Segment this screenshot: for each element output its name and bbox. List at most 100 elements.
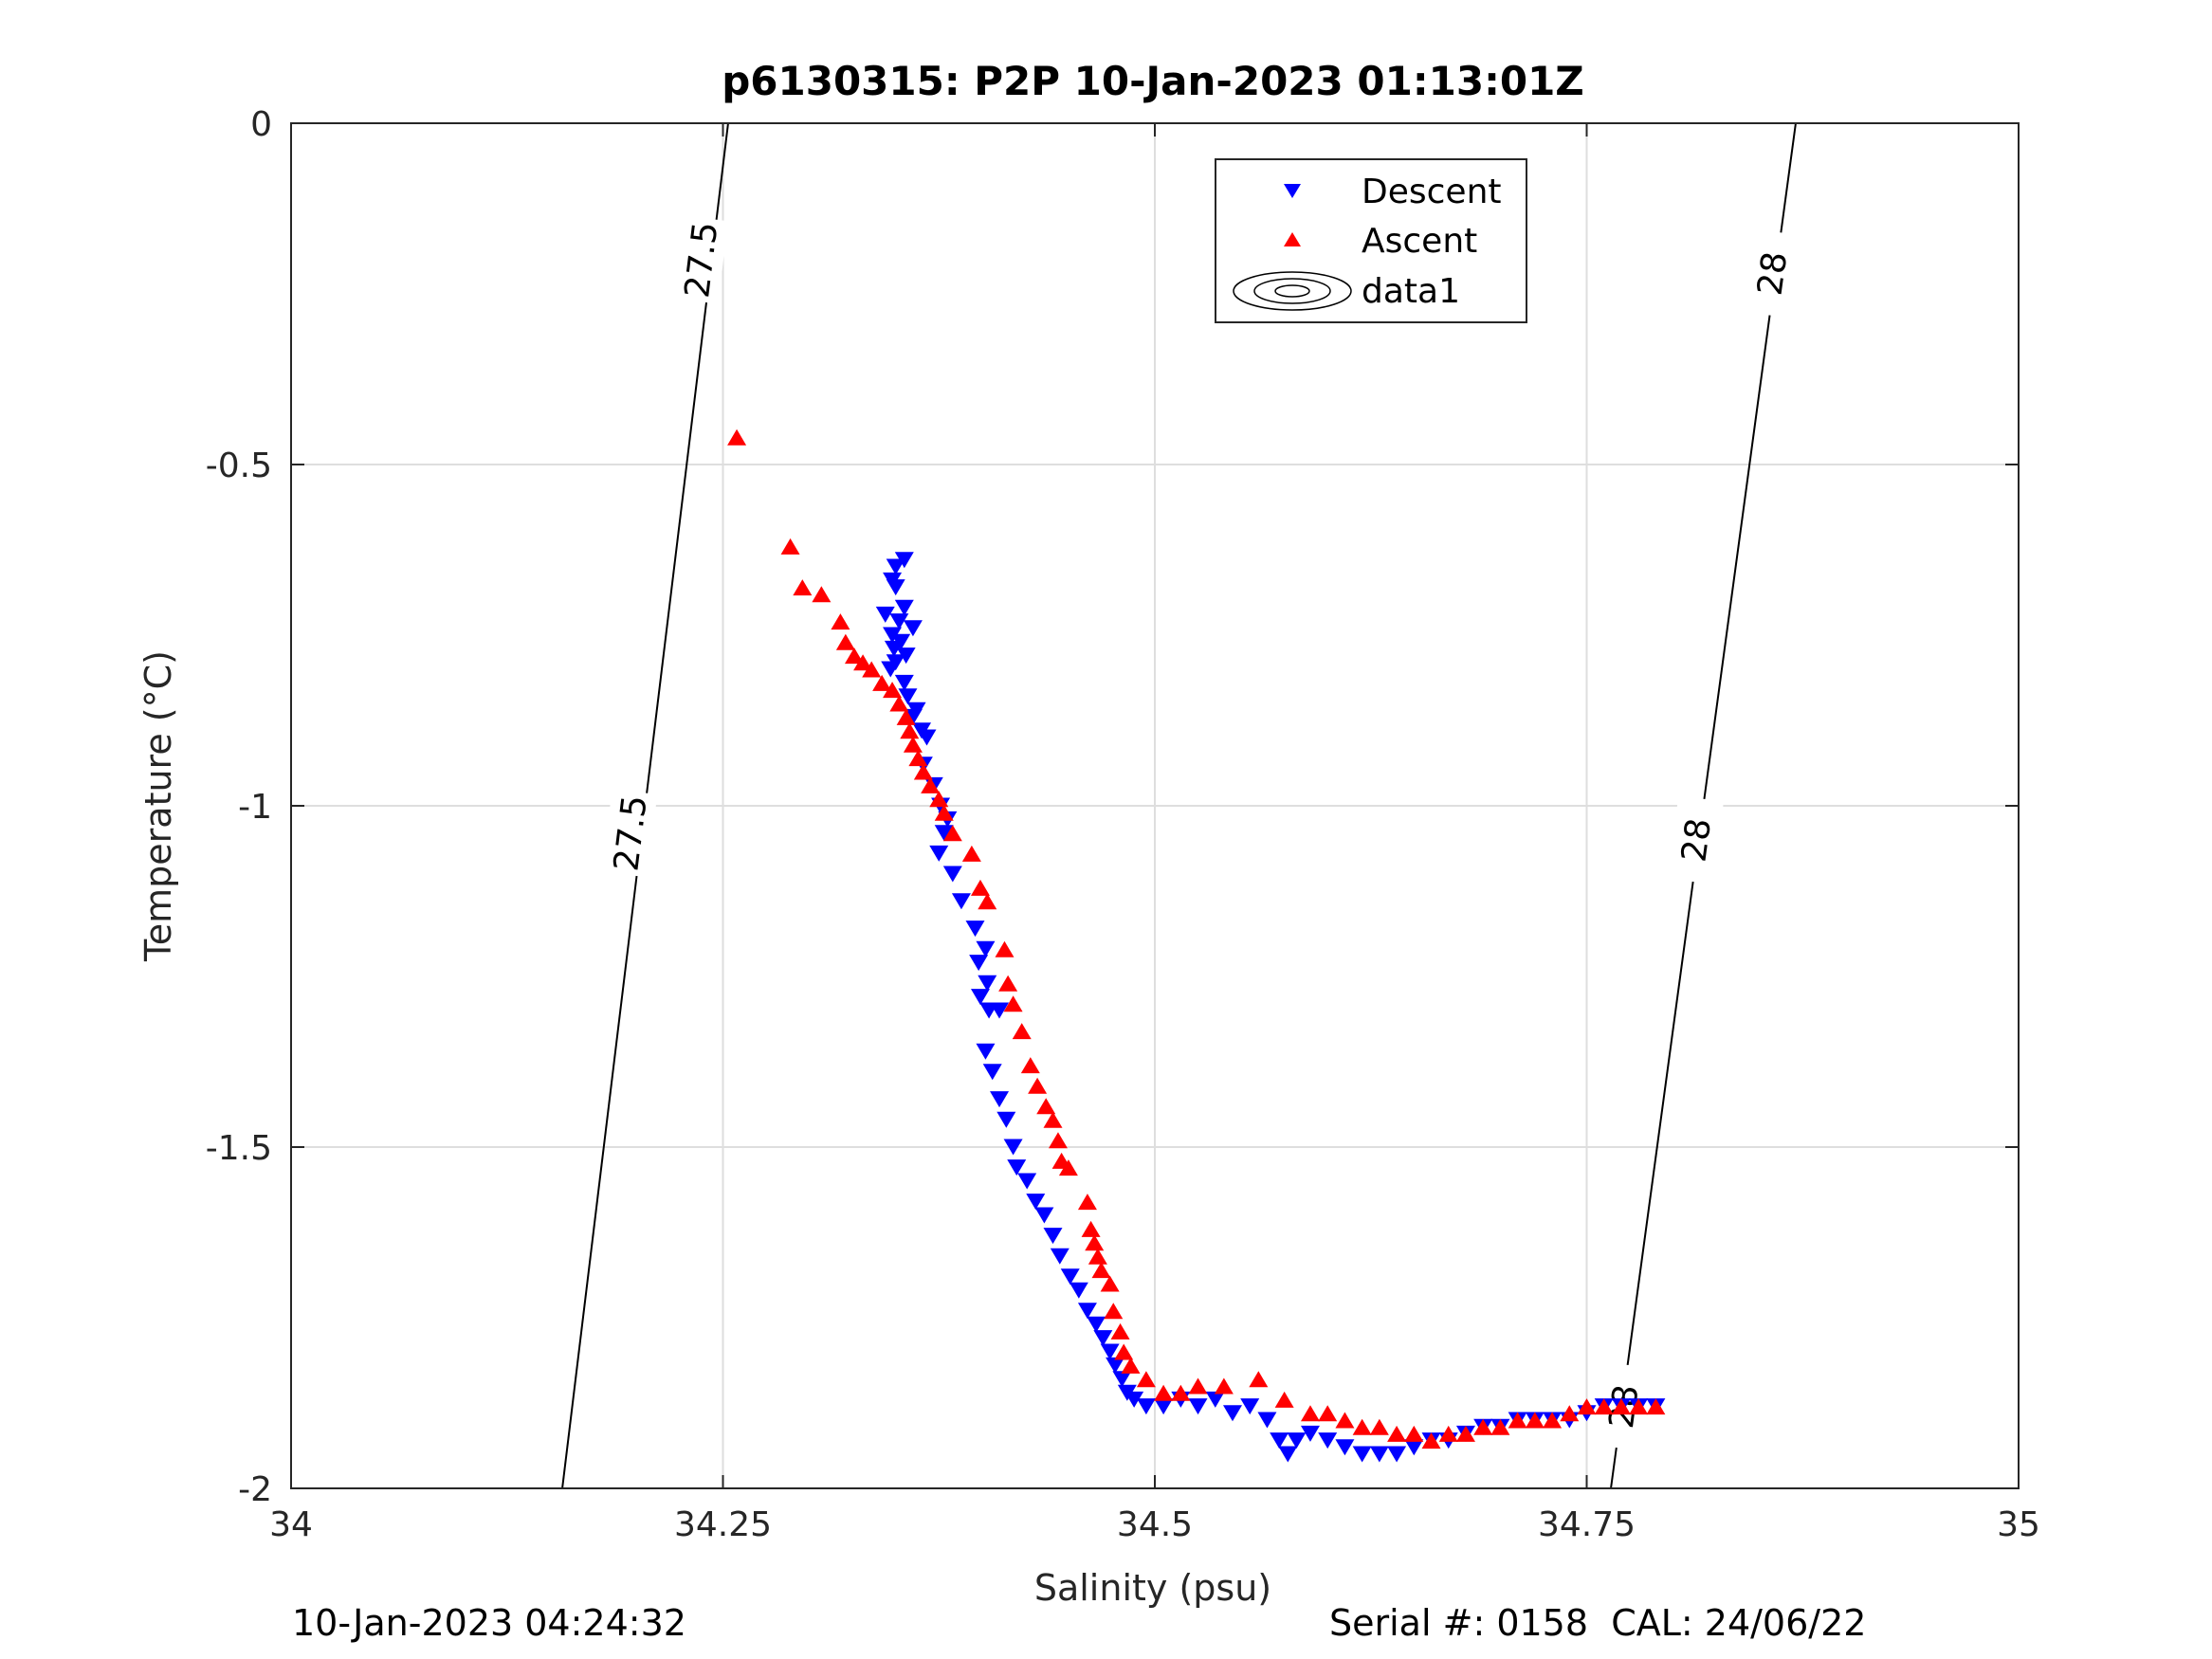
contour-label-gap [672,215,728,304]
descent-point [1154,1398,1174,1415]
descent-point [889,613,909,630]
descent-point [1369,1446,1389,1463]
y-tick-label: -0.5 [206,447,272,485]
descent-point [978,975,997,992]
descent-point [1060,1268,1080,1285]
descent-point [1387,1446,1407,1463]
legend-box [1215,158,1527,323]
descent-point [1222,1405,1242,1422]
legend-item-ascent: Ascent [1284,222,1477,261]
y-tick-label: 0 [250,105,272,144]
ascent-point [1594,1398,1614,1415]
ascent-point [921,776,941,793]
ascent-point [1300,1405,1320,1422]
ascent-point [1136,1371,1156,1388]
descent-point [1003,1139,1023,1156]
ascent-point [1369,1418,1389,1435]
descent-point [951,893,971,910]
ascent-point [1104,1303,1124,1320]
ascent-point [1114,1343,1134,1360]
ascent-point [934,804,954,821]
descent-point [1136,1398,1156,1415]
descent-point [1077,1303,1097,1320]
legend-item-data1: data1 [1233,271,1460,311]
footer-serial-calibration: Serial #: 0158 CAL: 24/06/22 [1329,1602,1867,1644]
legend-ascent-label: Ascent [1362,222,1477,261]
x-tick-label: 34.75 [1538,1505,1636,1544]
ascent-point [1404,1425,1424,1442]
descent-point [982,1064,1002,1081]
ascent-point [1003,995,1023,1012]
descent-point [1093,1330,1113,1347]
ascent-point [872,674,892,691]
descent-point [1017,1173,1037,1190]
ascent-point [1508,1412,1527,1429]
descent-point [881,661,901,678]
ascent-point [1629,1398,1649,1415]
ascent-point [929,791,949,808]
contour-legend-icon [1233,271,1352,311]
ascent-point [1085,1234,1105,1251]
ascent-point [1646,1398,1666,1415]
descent-point [929,845,949,862]
x-tick-label: 34.25 [674,1505,772,1544]
ascent-point [853,654,873,671]
ascent-point [1036,1098,1056,1115]
ascent-point [1577,1398,1597,1415]
legend-descent-marker [1284,184,1301,198]
ascent-point [835,633,855,650]
descent-point [1335,1439,1355,1456]
contour-label-gap [1743,228,1801,319]
descent-point [970,989,990,1006]
ascent-point [913,763,933,780]
legend-item-descent: Descent [1284,173,1502,211]
ascent-point [1214,1377,1234,1395]
descent-point [1257,1412,1277,1429]
ascent-point [1611,1398,1631,1415]
ascent-series [727,428,1666,1449]
descent-point [1043,1228,1063,1245]
y-tick-label: -1 [238,788,272,827]
x-tick-label: 35 [1997,1505,2040,1544]
legend-data1-label: data1 [1362,272,1460,311]
ascent-point [1048,1132,1068,1149]
y-tick-label: -2 [238,1470,272,1509]
descent-series [875,552,1666,1463]
ascent-point [1077,1194,1097,1211]
descent-point [1100,1343,1120,1360]
descent-point [896,647,916,665]
descent-point [996,1111,1016,1128]
legend-ascent-marker [1284,232,1301,246]
descent-point [976,1043,996,1060]
ascent-point [1455,1425,1475,1442]
ascent-point [1274,1391,1294,1408]
ascent-point [1249,1371,1269,1388]
ascent-point [1058,1159,1078,1176]
descent-point [886,579,905,596]
ascent-point [1188,1377,1208,1395]
ascent-point [903,736,923,753]
descent-point [1106,1357,1125,1374]
ascent-point [883,682,903,699]
contour-label: 27.5 [678,220,725,301]
descent-point [1300,1425,1320,1442]
ascent-point [862,661,882,678]
ascent-point [1154,1384,1174,1401]
ascent-point [889,695,909,712]
ascent-point [1421,1432,1441,1449]
y-axis-label: Temperature (°C) [137,650,179,962]
ascent-point [1121,1357,1141,1374]
descent-point [1188,1398,1208,1415]
ascent-point [896,708,916,725]
ascent-point [1335,1412,1355,1429]
contour-label-gap [1667,795,1724,884]
descent-point [1007,1159,1027,1176]
ascent-point [1091,1262,1111,1279]
descent-point [1278,1446,1298,1463]
contour-label: 28 [1751,249,1796,298]
ascent-point [900,722,920,739]
ascent-point [812,586,832,603]
ascent-point [1318,1405,1338,1422]
descent-point [969,955,989,972]
ascent-point [1110,1322,1130,1340]
